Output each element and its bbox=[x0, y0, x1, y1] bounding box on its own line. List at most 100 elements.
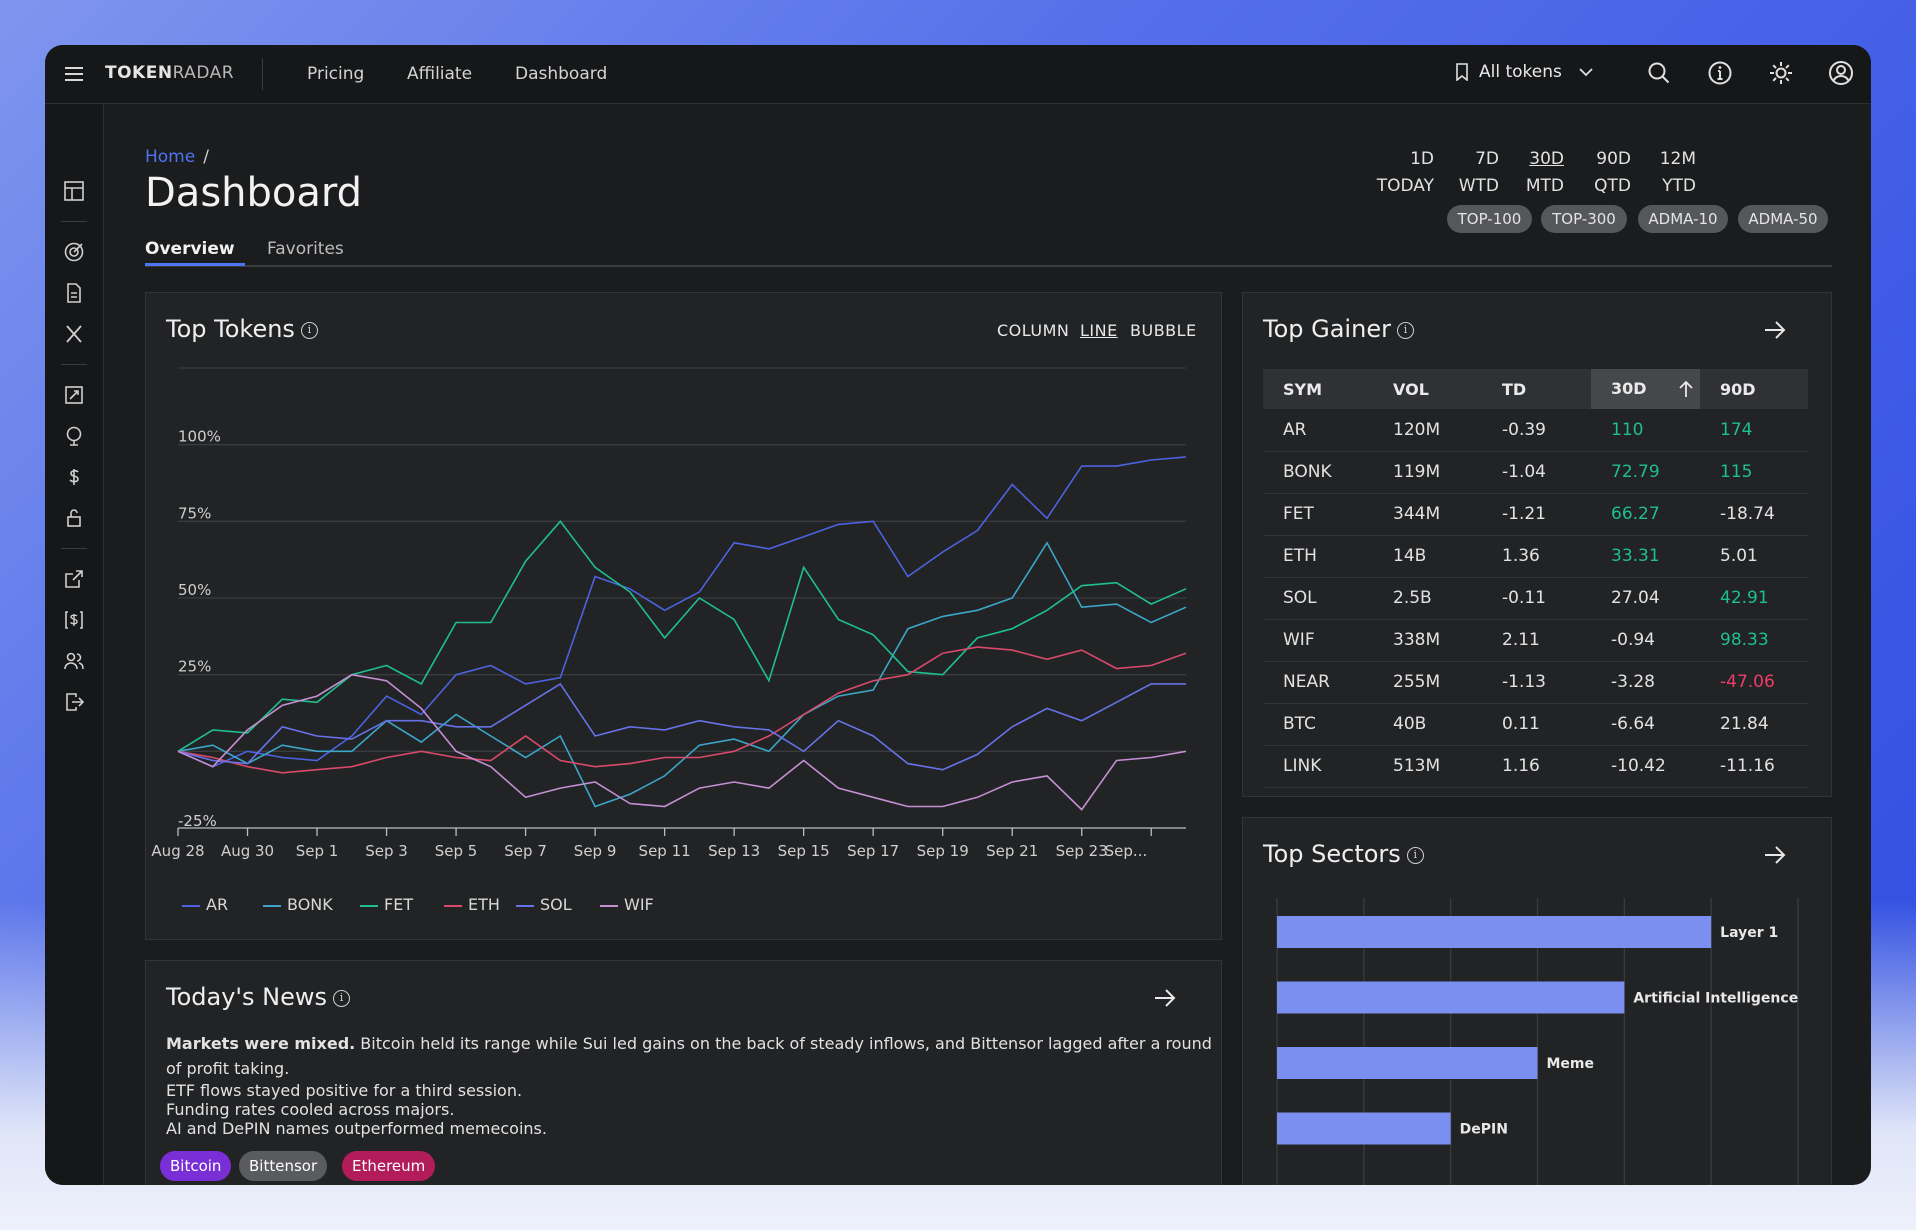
sector-bar[interactable] bbox=[1277, 1112, 1451, 1145]
logout-icon[interactable] bbox=[63, 691, 85, 713]
period-long-label: YTD bbox=[1662, 176, 1696, 196]
top-sectors-card: Top Sectors i Layer 1 Artificial Intellige… bbox=[1242, 817, 1832, 1185]
mode-line[interactable]: LINE bbox=[1080, 321, 1118, 340]
table-row[interactable]: BTC 40B 0.11 -6.64 21.84 bbox=[1263, 703, 1808, 746]
sun-icon[interactable] bbox=[1768, 60, 1794, 86]
pill-top-300[interactable]: TOP-300 bbox=[1541, 205, 1627, 233]
table-row[interactable]: BONK 119M -1.04 72.79 115 bbox=[1263, 451, 1808, 494]
legend-swatch bbox=[360, 904, 378, 907]
table-row[interactable]: SOL 2.5B -0.11 27.04 42.91 bbox=[1263, 577, 1808, 620]
x-social-icon[interactable] bbox=[63, 323, 85, 345]
period-90d[interactable]: 90D QTD bbox=[1594, 146, 1631, 200]
period-1d[interactable]: 1D TODAY bbox=[1377, 146, 1434, 200]
users-icon[interactable] bbox=[63, 650, 85, 672]
sector-bar[interactable] bbox=[1277, 981, 1625, 1014]
series-line-eth[interactable] bbox=[177, 646, 1187, 774]
arrow-right-icon[interactable] bbox=[1152, 985, 1178, 1011]
legend-item-sol[interactable]: SOL bbox=[516, 895, 572, 914]
column-header-sym[interactable]: SYM bbox=[1263, 369, 1373, 409]
cell-td: -0.11 bbox=[1482, 577, 1591, 620]
info-icon[interactable]: i bbox=[1396, 321, 1414, 339]
breadcrumb-home[interactable]: Home bbox=[145, 147, 196, 167]
legend-item-eth[interactable]: ETH bbox=[444, 895, 500, 914]
column-header-vol[interactable]: VOL bbox=[1373, 369, 1482, 409]
column-header-td[interactable]: TD bbox=[1482, 369, 1591, 409]
cell-sym: LINK bbox=[1263, 745, 1373, 788]
legend-label: WIF bbox=[624, 895, 654, 914]
info-icon[interactable]: i bbox=[1406, 846, 1424, 864]
table-row[interactable]: FET 344M -1.21 66.27 -18.74 bbox=[1263, 493, 1808, 536]
period-7d[interactable]: 7D WTD bbox=[1459, 146, 1499, 200]
legend-item-ar[interactable]: AR bbox=[182, 895, 228, 914]
tab-bar: Overview Favorites bbox=[145, 235, 1832, 267]
breadcrumb-separator: / bbox=[203, 147, 209, 167]
info-icon[interactable] bbox=[1707, 60, 1733, 86]
sector-bar[interactable] bbox=[1277, 916, 1712, 948]
token-selector-label: All tokens bbox=[1479, 62, 1562, 82]
series-line-wif[interactable] bbox=[177, 673, 1187, 811]
legend-item-wif[interactable]: WIF bbox=[600, 895, 654, 914]
period-12m[interactable]: 12M YTD bbox=[1660, 146, 1696, 200]
table-row[interactable]: ETH 14B 1.36 33.31 5.01 bbox=[1263, 535, 1808, 578]
document-icon[interactable] bbox=[63, 282, 85, 304]
column-header-90d[interactable]: 90D bbox=[1700, 369, 1808, 409]
legend-item-fet[interactable]: FET bbox=[360, 895, 413, 914]
cell-vol: 120M bbox=[1373, 409, 1482, 452]
cell-d30: 110 bbox=[1591, 409, 1700, 452]
sector-bar[interactable] bbox=[1277, 1047, 1538, 1079]
period-30d[interactable]: 30D MTD bbox=[1526, 146, 1564, 200]
table-row[interactable]: LINK 513M 1.16 -10.42 -11.16 bbox=[1263, 745, 1808, 788]
table-row[interactable]: WIF 338M 2.11 -0.94 98.33 bbox=[1263, 619, 1808, 662]
x-tick-label: Sep 17 bbox=[847, 842, 899, 860]
pill-adma-50[interactable]: ADMA-50 bbox=[1738, 205, 1828, 233]
mode-column[interactable]: COLUMN bbox=[997, 321, 1070, 340]
legend-label: ETH bbox=[468, 895, 500, 914]
brand-logo[interactable]: TOKENRADAR bbox=[105, 63, 235, 83]
period-long-label: QTD bbox=[1594, 176, 1631, 196]
series-line-fet[interactable] bbox=[177, 520, 1187, 752]
lock-icon[interactable] bbox=[63, 507, 85, 529]
sort-ascending-icon[interactable] bbox=[1677, 379, 1695, 399]
info-icon[interactable]: i bbox=[333, 989, 350, 1007]
tab-favorites[interactable]: Favorites bbox=[267, 239, 344, 259]
news-tag-ethereum[interactable]: Ethereum bbox=[342, 1151, 436, 1181]
expand-icon[interactable] bbox=[63, 384, 85, 406]
pill-top-100[interactable]: TOP-100 bbox=[1447, 205, 1532, 233]
legend-swatch bbox=[263, 904, 281, 907]
table-row[interactable]: NEAR 255M -1.13 -3.28 -47.06 bbox=[1263, 661, 1808, 704]
arrow-right-icon[interactable] bbox=[1762, 317, 1788, 343]
series-line-bonk[interactable] bbox=[177, 541, 1187, 808]
user-avatar-icon[interactable] bbox=[1828, 60, 1854, 86]
search-icon[interactable] bbox=[1646, 60, 1672, 86]
news-tag-bittensor[interactable]: Bittensor bbox=[239, 1151, 328, 1181]
menu-icon[interactable] bbox=[63, 63, 85, 85]
tab-overview[interactable]: Overview bbox=[145, 239, 235, 259]
pill-adma-10[interactable]: ADMA-10 bbox=[1638, 205, 1728, 233]
legend-item-bonk[interactable]: BONK bbox=[263, 895, 333, 914]
cell-td: -1.04 bbox=[1482, 451, 1591, 494]
info-icon[interactable]: i bbox=[300, 321, 318, 339]
token-selector[interactable]: All tokens bbox=[1455, 62, 1594, 82]
dollar-icon[interactable] bbox=[63, 466, 85, 488]
series-line-ar[interactable] bbox=[177, 456, 1187, 768]
news-tag-bitcoin[interactable]: Bitcoin bbox=[160, 1151, 232, 1181]
nav-dashboard[interactable]: Dashboard bbox=[515, 64, 608, 84]
billing-icon[interactable] bbox=[63, 609, 85, 631]
nav-pricing[interactable]: Pricing bbox=[307, 64, 365, 84]
news-line: ETF flows stayed positive for a third se… bbox=[166, 1081, 523, 1100]
target-icon[interactable] bbox=[63, 241, 85, 263]
breadcrumb: Home / bbox=[145, 147, 209, 167]
table-row[interactable]: AR 120M -0.39 110 174 bbox=[1263, 409, 1808, 452]
dashboard-icon[interactable] bbox=[63, 180, 85, 202]
column-header-30d[interactable]: 30D bbox=[1591, 369, 1700, 409]
globe-icon[interactable] bbox=[63, 425, 85, 447]
top-gainer-table: SYM VOL TD 30D 90D AR 120M -0.39 110 174 BONK 119M… bbox=[1263, 369, 1808, 788]
cell-d30: 72.79 bbox=[1591, 451, 1700, 494]
mode-bubble[interactable]: BUBBLE bbox=[1130, 321, 1197, 340]
news-lead-text: Bitcoin held its range while Sui led gai… bbox=[166, 1034, 1212, 1078]
nav-affiliate[interactable]: Affiliate bbox=[407, 64, 473, 84]
arrow-right-icon[interactable] bbox=[1762, 842, 1788, 868]
series-line-sol[interactable] bbox=[177, 682, 1186, 771]
period-long-label: WTD bbox=[1458, 176, 1499, 196]
external-link-icon[interactable] bbox=[63, 568, 85, 590]
